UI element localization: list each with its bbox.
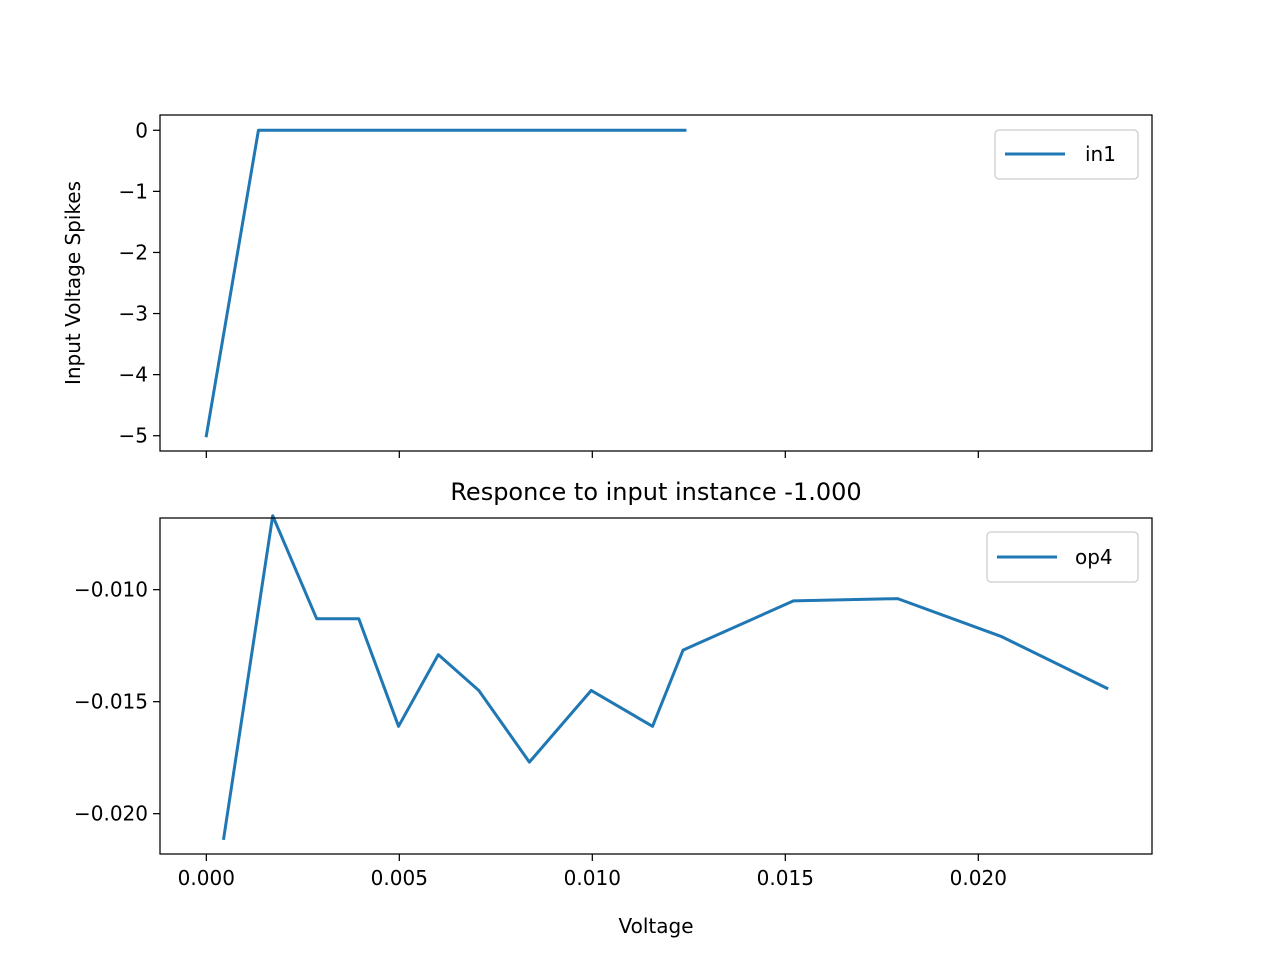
bottom-series-group [221, 514, 1109, 841]
top-y-ticks: 0 −1 −2 −3 −4 −5 [119, 118, 160, 448]
top-ytick-label: 0 [135, 118, 148, 142]
top-x-ticks [205, 451, 979, 458]
bottom-legend-label: op4 [1075, 545, 1113, 569]
top-y-axis-label: Input Voltage Spikes [61, 181, 85, 385]
top-legend-box [994, 129, 1139, 180]
top-ytick-label: −5 [119, 424, 148, 448]
bottom-xtick-label: 0.010 [564, 866, 621, 890]
top-ytick-label: −3 [119, 302, 148, 326]
bottom-chart-title: Responce to input instance -1.000 [450, 478, 861, 506]
bottom-x-axis-label: Voltage [618, 914, 693, 938]
bottom-xtick-label: 0.000 [178, 866, 235, 890]
bottom-axes-frame [159, 517, 1153, 855]
bottom-xtick-label: 0.015 [757, 866, 814, 890]
bottom-ytick-label: −0.020 [74, 802, 148, 826]
top-legend: in1 [994, 129, 1139, 180]
top-axes-frame [159, 114, 1153, 452]
bottom-xtick-label: 0.020 [950, 866, 1007, 890]
bottom-legend: op4 [986, 531, 1139, 583]
top-ytick-label: −4 [119, 363, 148, 387]
top-subplot: 0 −1 −2 −3 −4 −5 Input Voltage Spikes in1 [61, 114, 1153, 458]
bottom-subplot: Responce to input instance -1.000 −0.010… [74, 478, 1153, 938]
bottom-series-line-op4 [221, 514, 1109, 841]
bottom-xtick-label: 0.005 [371, 866, 428, 890]
top-legend-label: in1 [1085, 142, 1116, 166]
top-series-group [204, 128, 687, 438]
top-series-line-in1 [204, 128, 687, 438]
top-ytick-label: −2 [119, 240, 148, 264]
bottom-y-ticks: −0.010 −0.015 −0.020 [74, 578, 160, 826]
bottom-x-ticks: 0.000 0.005 0.010 0.015 0.020 [178, 854, 1007, 890]
top-plot-area [160, 115, 1152, 451]
bottom-ytick-label: −0.015 [74, 690, 148, 714]
bottom-legend-box [986, 531, 1139, 583]
top-ytick-label: −1 [119, 179, 148, 203]
bottom-ytick-label: −0.010 [74, 578, 148, 602]
